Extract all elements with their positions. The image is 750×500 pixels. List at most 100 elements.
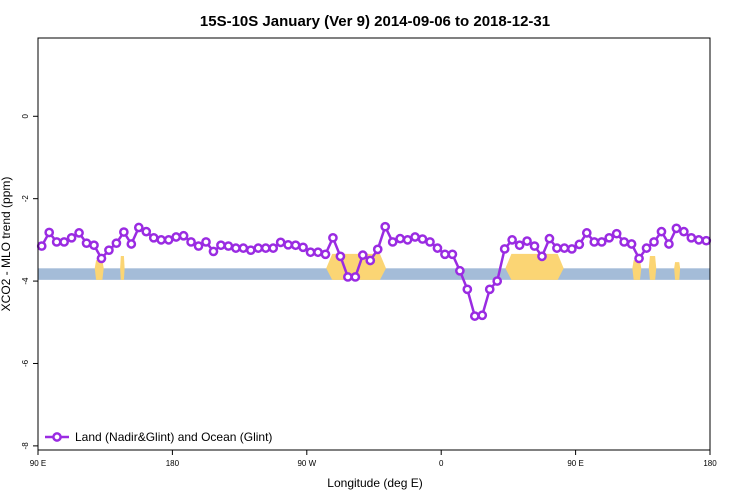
x-tick-label: 90 W [297, 459, 316, 468]
data-point [268, 243, 279, 253]
land-segment [505, 253, 564, 280]
data-point [350, 272, 361, 282]
data-point [507, 235, 517, 245]
data-point [171, 232, 181, 242]
data-point [96, 253, 107, 264]
plot-frame [37, 37, 711, 451]
data-point [163, 235, 174, 245]
land-segment [632, 260, 642, 280]
data-point [335, 251, 346, 262]
data-point [275, 237, 286, 248]
chart-title: 15S-10S January (Ver 9) 2014-09-06 to 20… [200, 13, 550, 30]
data-point [581, 228, 592, 238]
data-point [44, 227, 55, 238]
data-point [649, 237, 659, 247]
y-tick-label: -6 [21, 359, 30, 367]
data-point [387, 237, 398, 247]
x-tick-label: 180 [703, 459, 717, 468]
x-axis-label: Longitude (deg E) [327, 476, 422, 490]
data-point [51, 237, 62, 247]
y-tick-label: -4 [21, 277, 30, 285]
land-segment [674, 262, 681, 280]
data-point [522, 236, 532, 246]
data-point [216, 240, 226, 251]
data-point [320, 249, 331, 260]
data-point [395, 233, 405, 244]
data-point [126, 239, 137, 249]
legend-marker [52, 432, 62, 442]
series-line-group [36, 221, 712, 321]
data-point [611, 228, 622, 239]
data-point [208, 246, 219, 257]
data-point [186, 237, 196, 247]
data-point [529, 241, 540, 251]
data-point [193, 241, 204, 251]
data-point [693, 235, 704, 245]
data-point [238, 243, 249, 253]
data-point [440, 249, 450, 260]
land-segment [94, 260, 104, 280]
data-point [469, 311, 480, 321]
data-point [514, 240, 525, 251]
data-point [111, 238, 122, 249]
data-point [447, 249, 458, 260]
legend-label: Land (Nadir&Glint) and Ocean (Glint) [75, 430, 272, 444]
data-point [567, 244, 577, 254]
data-point [634, 253, 644, 264]
y-axis-label: XCO2 - MLO trend (ppm) [0, 177, 13, 312]
data-point [425, 237, 435, 247]
data-point [432, 243, 443, 253]
y-tick-label: -8 [21, 442, 30, 450]
data-point [178, 230, 189, 241]
data-point [596, 237, 607, 247]
data-point [357, 250, 368, 260]
y-tick-label: 0 [21, 114, 30, 119]
data-point [604, 232, 615, 243]
land-segment [648, 255, 657, 280]
data-point [544, 233, 555, 244]
data-point [133, 222, 144, 233]
data-point [402, 235, 413, 245]
data-point [328, 232, 338, 243]
data-point [462, 284, 473, 295]
data-point [671, 223, 682, 234]
data-point [104, 245, 114, 256]
data-point [701, 235, 712, 246]
data-point [260, 243, 271, 253]
data-point [201, 237, 211, 247]
data-point [365, 255, 376, 266]
data-point [410, 232, 420, 242]
data-point [223, 241, 234, 251]
data-point [36, 241, 47, 251]
data-point [343, 272, 353, 282]
data-point [679, 226, 689, 237]
data-point [245, 245, 256, 256]
data-point [589, 237, 600, 247]
data-point [537, 251, 547, 262]
x-tick-label: 90 E [30, 459, 46, 468]
data-point [686, 232, 697, 243]
data-point [492, 276, 503, 286]
x-axis: 90 E 180 90 W 0 90 E 180 [30, 450, 717, 468]
data-point [290, 240, 301, 251]
data-point [656, 226, 667, 237]
data-point [619, 237, 629, 247]
data-point [59, 237, 69, 247]
data-point [305, 247, 316, 258]
data-point [559, 243, 570, 253]
x-tick-label: 0 [439, 459, 444, 468]
data-point [574, 239, 585, 250]
data-point [484, 284, 495, 295]
data-point [231, 243, 241, 253]
data-point [641, 243, 652, 253]
data-point [89, 240, 99, 251]
data-point [664, 239, 674, 249]
data-point [74, 228, 84, 238]
data-point [626, 239, 637, 249]
data-point [253, 243, 264, 253]
data-point [499, 244, 510, 254]
data-point [313, 247, 323, 258]
land-segment [120, 255, 125, 280]
data-point [81, 238, 92, 249]
